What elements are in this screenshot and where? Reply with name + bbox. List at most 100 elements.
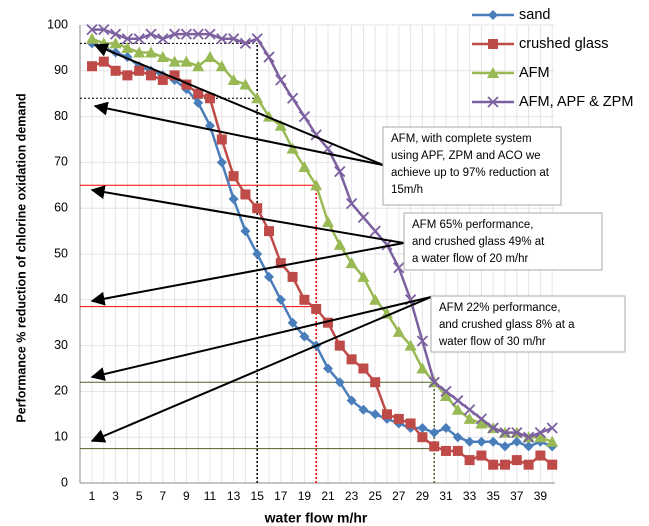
x-tick-label: 31 — [439, 489, 453, 503]
marker — [392, 325, 405, 337]
marker — [417, 423, 428, 434]
legend-marker — [487, 96, 499, 108]
marker — [274, 119, 287, 131]
marker — [192, 60, 205, 72]
annotation-text: AFM, with complete system — [391, 133, 532, 145]
marker — [145, 46, 157, 58]
marker — [251, 92, 264, 104]
marker — [546, 435, 559, 447]
marker — [204, 28, 216, 40]
marker — [334, 165, 346, 178]
marker — [511, 455, 522, 466]
marker — [488, 436, 499, 447]
y-tick-label: 40 — [54, 292, 68, 306]
x-tick-label: 5 — [136, 489, 143, 503]
x-tick-label: 39 — [534, 489, 548, 503]
y-tick-label: 10 — [54, 429, 68, 443]
x-tick-label: 17 — [274, 489, 288, 503]
legend-marker — [488, 10, 498, 20]
marker — [381, 307, 393, 319]
marker — [463, 404, 476, 416]
marker — [511, 426, 523, 439]
marker — [168, 55, 181, 67]
marker — [240, 226, 251, 237]
marker — [334, 377, 345, 388]
marker — [511, 436, 522, 447]
marker — [121, 33, 134, 45]
marker — [168, 28, 181, 40]
marker — [287, 271, 298, 282]
marker — [263, 51, 275, 63]
x-tick-label: 29 — [416, 489, 430, 503]
x-tick-label: 23 — [345, 489, 359, 503]
legend-label: AFM, APF & ZPM — [519, 94, 633, 110]
series-line — [91, 37, 553, 443]
marker — [216, 157, 227, 168]
marker — [204, 51, 216, 63]
marker — [358, 404, 369, 415]
marker — [476, 450, 487, 461]
marker — [251, 33, 263, 45]
marker — [86, 23, 98, 36]
marker — [181, 79, 192, 90]
marker — [499, 426, 511, 439]
marker — [227, 73, 240, 85]
marker — [205, 93, 215, 104]
y-axis-title: Performance % reduction of chlorine oxid… — [14, 93, 28, 422]
marker — [228, 171, 239, 182]
marker — [134, 65, 145, 76]
x-tick-label: 19 — [298, 489, 312, 503]
marker — [110, 65, 121, 76]
annotation-text: AFM 22% performance, — [439, 302, 560, 314]
marker — [369, 225, 381, 237]
marker — [405, 418, 416, 429]
marker — [370, 409, 381, 420]
x-tick-label: 15 — [251, 489, 265, 503]
marker — [370, 377, 381, 388]
marker — [109, 37, 122, 49]
marker — [298, 160, 311, 172]
marker — [192, 28, 204, 40]
marker — [109, 28, 122, 40]
x-tick-label: 37 — [510, 489, 524, 503]
marker — [298, 110, 311, 123]
marker — [310, 179, 323, 191]
x-tick-label: 27 — [392, 489, 406, 503]
marker — [546, 422, 558, 434]
marker — [476, 436, 487, 447]
marker — [299, 294, 310, 305]
marker — [156, 51, 169, 63]
marker — [346, 395, 357, 406]
marker — [228, 194, 239, 205]
y-tick-label: 0 — [61, 475, 68, 489]
y-tick-label: 20 — [54, 384, 68, 398]
marker — [323, 317, 333, 328]
annotation-text: AFM 65% performance, — [412, 219, 533, 231]
annotation-box — [403, 212, 603, 271]
marker — [440, 389, 452, 401]
marker — [547, 459, 558, 470]
marker — [535, 450, 546, 461]
marker — [358, 363, 369, 374]
x-tick-label: 9 — [183, 489, 190, 503]
marker — [393, 413, 404, 424]
marker — [216, 134, 227, 145]
marker — [393, 262, 405, 274]
marker — [441, 423, 451, 434]
y-tick-label: 90 — [54, 63, 68, 77]
annotation-text: achieve up to 97% reduction at — [391, 167, 550, 179]
marker — [487, 422, 499, 434]
marker — [240, 189, 251, 200]
marker — [299, 331, 310, 342]
marker — [369, 293, 382, 305]
marker — [534, 431, 547, 443]
marker — [98, 56, 109, 67]
marker — [357, 211, 370, 223]
marker — [523, 459, 534, 470]
marker — [357, 270, 370, 282]
marker — [157, 74, 168, 85]
marker — [404, 339, 417, 351]
marker — [286, 142, 299, 154]
marker — [264, 271, 274, 282]
